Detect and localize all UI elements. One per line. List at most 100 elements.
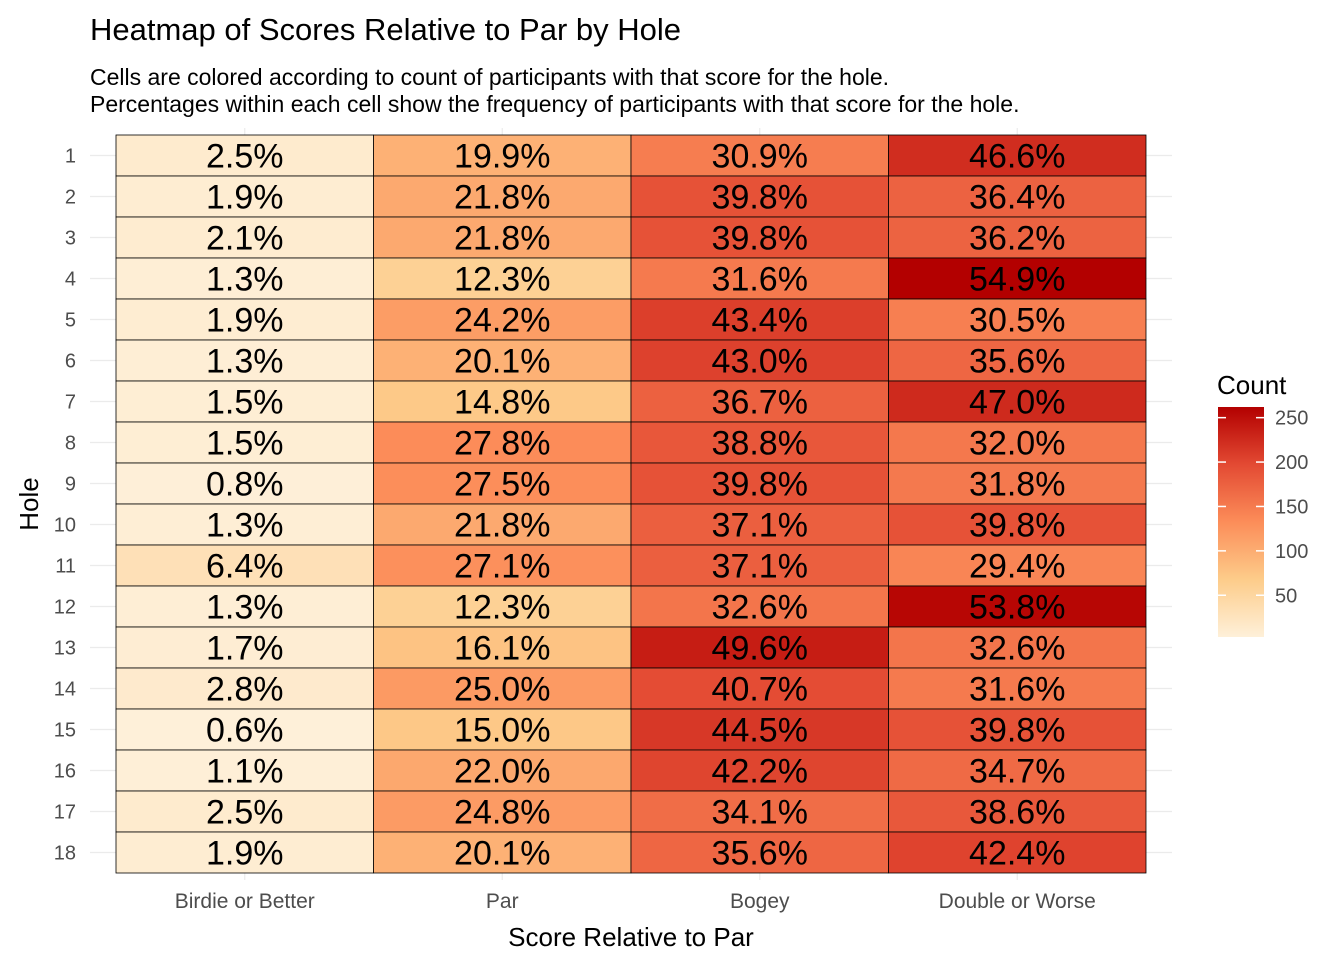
heatmap-cell-hole-1-col-3 <box>630 134 889 177</box>
y-tick-label: 13 <box>54 638 76 660</box>
cell-label: 22.0% <box>454 753 550 791</box>
cell-label: 31.6% <box>969 671 1065 709</box>
heatmap-cell-hole-5-col-2 <box>373 298 632 341</box>
cell-label: 40.7% <box>712 671 808 709</box>
cell-label: 16.1% <box>454 630 550 668</box>
y-tick-label: 17 <box>54 802 76 824</box>
y-tick-label: 1 <box>65 146 76 168</box>
y-tick-label: 3 <box>65 228 76 250</box>
cell-label: 1.5% <box>206 425 284 463</box>
heatmap-cell-hole-8-col-1 <box>115 421 374 464</box>
heatmap-cell-hole-2-col-3 <box>630 175 889 218</box>
heatmap-cell-hole-18-col-4 <box>888 831 1147 874</box>
cell-label: 21.8% <box>454 179 550 217</box>
legend-title: Count <box>1217 370 1287 400</box>
y-tick-label: 15 <box>54 720 76 742</box>
cell-label: 29.4% <box>969 548 1065 586</box>
cell-label: 21.8% <box>454 220 550 258</box>
cell-label: 39.8% <box>969 712 1065 750</box>
heatmap-cell-hole-4-col-3 <box>630 257 889 300</box>
x-tick-label: Birdie or Better <box>175 890 315 913</box>
cell-label: 36.4% <box>969 179 1065 217</box>
cell-label: 27.5% <box>454 466 550 504</box>
heatmap-cell-hole-18-col-1 <box>115 831 374 874</box>
cell-label: 32.6% <box>969 630 1065 668</box>
cell-label: 1.9% <box>206 835 284 873</box>
heatmap-cell-hole-15-col-3 <box>630 708 889 751</box>
heatmap-cell-hole-4-col-2 <box>373 257 632 300</box>
cell-label: 39.8% <box>969 507 1065 545</box>
cell-label: 30.9% <box>712 138 808 176</box>
cell-label: 32.0% <box>969 425 1065 463</box>
legend-tick-label: 100 <box>1275 541 1308 563</box>
heatmap-cell-hole-16-col-3 <box>630 749 889 792</box>
cell-label: 2.1% <box>206 220 284 258</box>
x-tick-label: Bogey <box>730 890 790 913</box>
cell-label: 53.8% <box>969 589 1065 627</box>
heatmap-cell-hole-10-col-4 <box>888 503 1147 546</box>
cell-label: 43.4% <box>712 302 808 340</box>
cell-label: 36.2% <box>969 220 1065 258</box>
cell-label: 34.1% <box>712 794 808 832</box>
cell-label: 14.8% <box>454 384 550 422</box>
cell-label: 54.9% <box>969 261 1065 299</box>
heatmap-cell-hole-16-col-4 <box>888 749 1147 792</box>
cell-label: 43.0% <box>712 343 808 381</box>
heatmap-cell-hole-4-col-4 <box>888 257 1147 300</box>
x-tick-label: Par <box>486 890 519 913</box>
cell-label: 19.9% <box>454 138 550 176</box>
cell-label: 37.1% <box>712 507 808 545</box>
y-tick-label: 10 <box>54 515 76 537</box>
heatmap-cell-hole-9-col-4 <box>888 462 1147 505</box>
heatmap-cell-hole-10-col-1 <box>115 503 374 546</box>
cell-label: 20.1% <box>454 835 550 873</box>
cell-label: 37.1% <box>712 548 808 586</box>
x-tick-label: Double or Worse <box>939 890 1096 913</box>
heatmap-cell-hole-3-col-4 <box>888 216 1147 259</box>
legend: 50 100 150 200 250 <box>1218 407 1308 637</box>
heatmap-cell-hole-15-col-1 <box>115 708 374 751</box>
heatmap-cell-hole-9-col-3 <box>630 462 889 505</box>
cell-label: 1.3% <box>206 343 284 381</box>
cell-label: 39.8% <box>712 179 808 217</box>
cell-labels: 2.5% 19.9% 30.9% 46.6% 1.9% 21.8% 39.8% 36.4% 2.… <box>206 138 1065 873</box>
subtitle-line-1: Cells are colored according to count of … <box>90 64 890 90</box>
cell-label: 6.4% <box>206 548 284 586</box>
heatmap-cell-hole-12-col-4 <box>888 585 1147 628</box>
cell-label: 38.8% <box>712 425 808 463</box>
cell-label: 44.5% <box>712 712 808 750</box>
cell-label: 25.0% <box>454 671 550 709</box>
cell-label: 46.6% <box>969 138 1065 176</box>
cell-label: 32.6% <box>712 589 808 627</box>
cell-label: 27.8% <box>454 425 550 463</box>
legend-tick-label: 200 <box>1275 452 1308 474</box>
cell-label: 12.3% <box>454 261 550 299</box>
cell-label: 1.9% <box>206 179 284 217</box>
heatmap-cell-hole-7-col-4 <box>888 380 1147 423</box>
heatmap-cell-hole-6-col-2 <box>373 339 632 382</box>
y-tick-label: 5 <box>65 310 76 332</box>
cell-label: 42.4% <box>969 835 1065 873</box>
cell-label: 2.8% <box>206 671 284 709</box>
legend-tick-label: 50 <box>1275 585 1297 607</box>
y-tick-label: 4 <box>65 269 76 291</box>
cell-label: 1.1% <box>206 753 284 791</box>
cell-label: 42.2% <box>712 753 808 791</box>
heatmap-cell-hole-6-col-1 <box>115 339 374 382</box>
cell-label: 31.6% <box>712 261 808 299</box>
heatmap-cell-hole-9-col-1 <box>115 462 374 505</box>
heatmap-cell-hole-5-col-3 <box>630 298 889 341</box>
cell-label: 1.5% <box>206 384 284 422</box>
heatmap-cell-hole-10-col-2 <box>373 503 632 546</box>
chart-subtitle: Cells are colored according to count of … <box>90 64 1019 118</box>
cell-label: 49.6% <box>712 630 808 668</box>
chart-title: Heatmap of Scores Relative to Par by Hol… <box>90 12 681 47</box>
heatmap-cell-hole-5-col-4 <box>888 298 1147 341</box>
cell-label: 15.0% <box>454 712 550 750</box>
heatmap-cell-hole-18-col-3 <box>630 831 889 874</box>
heatmap-cell-hole-11-col-2 <box>373 544 632 587</box>
y-tick-label: 12 <box>54 597 76 619</box>
cell-label: 2.5% <box>206 794 284 832</box>
